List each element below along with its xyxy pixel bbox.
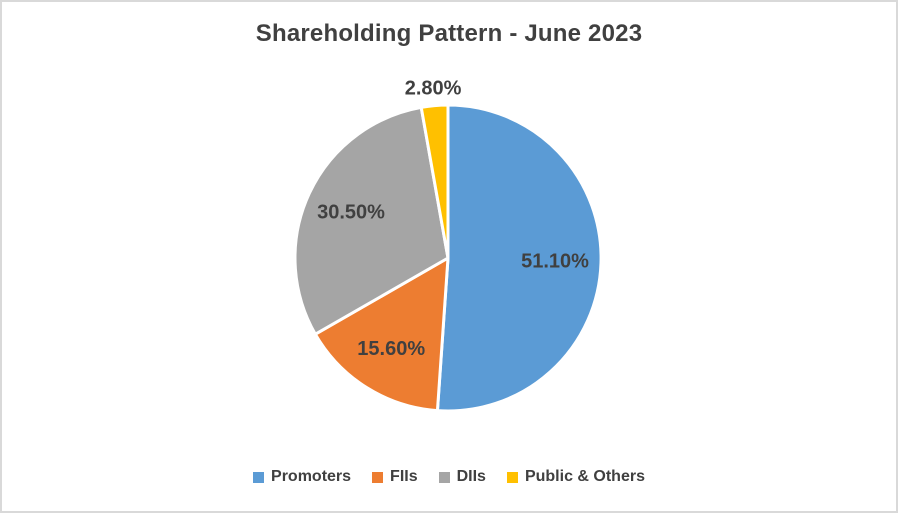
pie-slice-fiis xyxy=(313,256,450,413)
pie-slice-promoters xyxy=(435,103,603,413)
legend-item-promoters: Promoters xyxy=(253,468,351,486)
legend-label-public-others: Public & Others xyxy=(524,468,645,485)
pie-slice-public-others xyxy=(419,103,450,260)
data-label-diis: 30.50% xyxy=(317,202,385,224)
legend-swatch-public-others xyxy=(506,471,518,483)
legend-label-promoters: Promoters xyxy=(271,468,352,485)
legend-label-fiis: FIIs xyxy=(390,468,418,485)
legend-swatch-fiis xyxy=(372,471,384,483)
legend-label-diis: DIIs xyxy=(456,468,486,485)
legend-item-public-others: Public & Others xyxy=(506,468,645,486)
legend-item-diis: DIIs xyxy=(438,468,486,486)
data-label-promoters: 51.10% xyxy=(521,251,589,273)
legend: Promoters FIIs DIIs Public & Others xyxy=(2,468,896,486)
data-label-fiis: 15.60% xyxy=(357,338,425,360)
pie-slice-diis xyxy=(293,105,450,336)
legend-item-fiis: FIIs xyxy=(372,468,418,486)
data-label-public-others: 2.80% xyxy=(405,78,462,100)
legend-swatch-diis xyxy=(438,471,450,483)
legend-swatch-promoters xyxy=(253,471,265,483)
chart-title: Shareholding Pattern - June 2023 xyxy=(255,20,643,47)
